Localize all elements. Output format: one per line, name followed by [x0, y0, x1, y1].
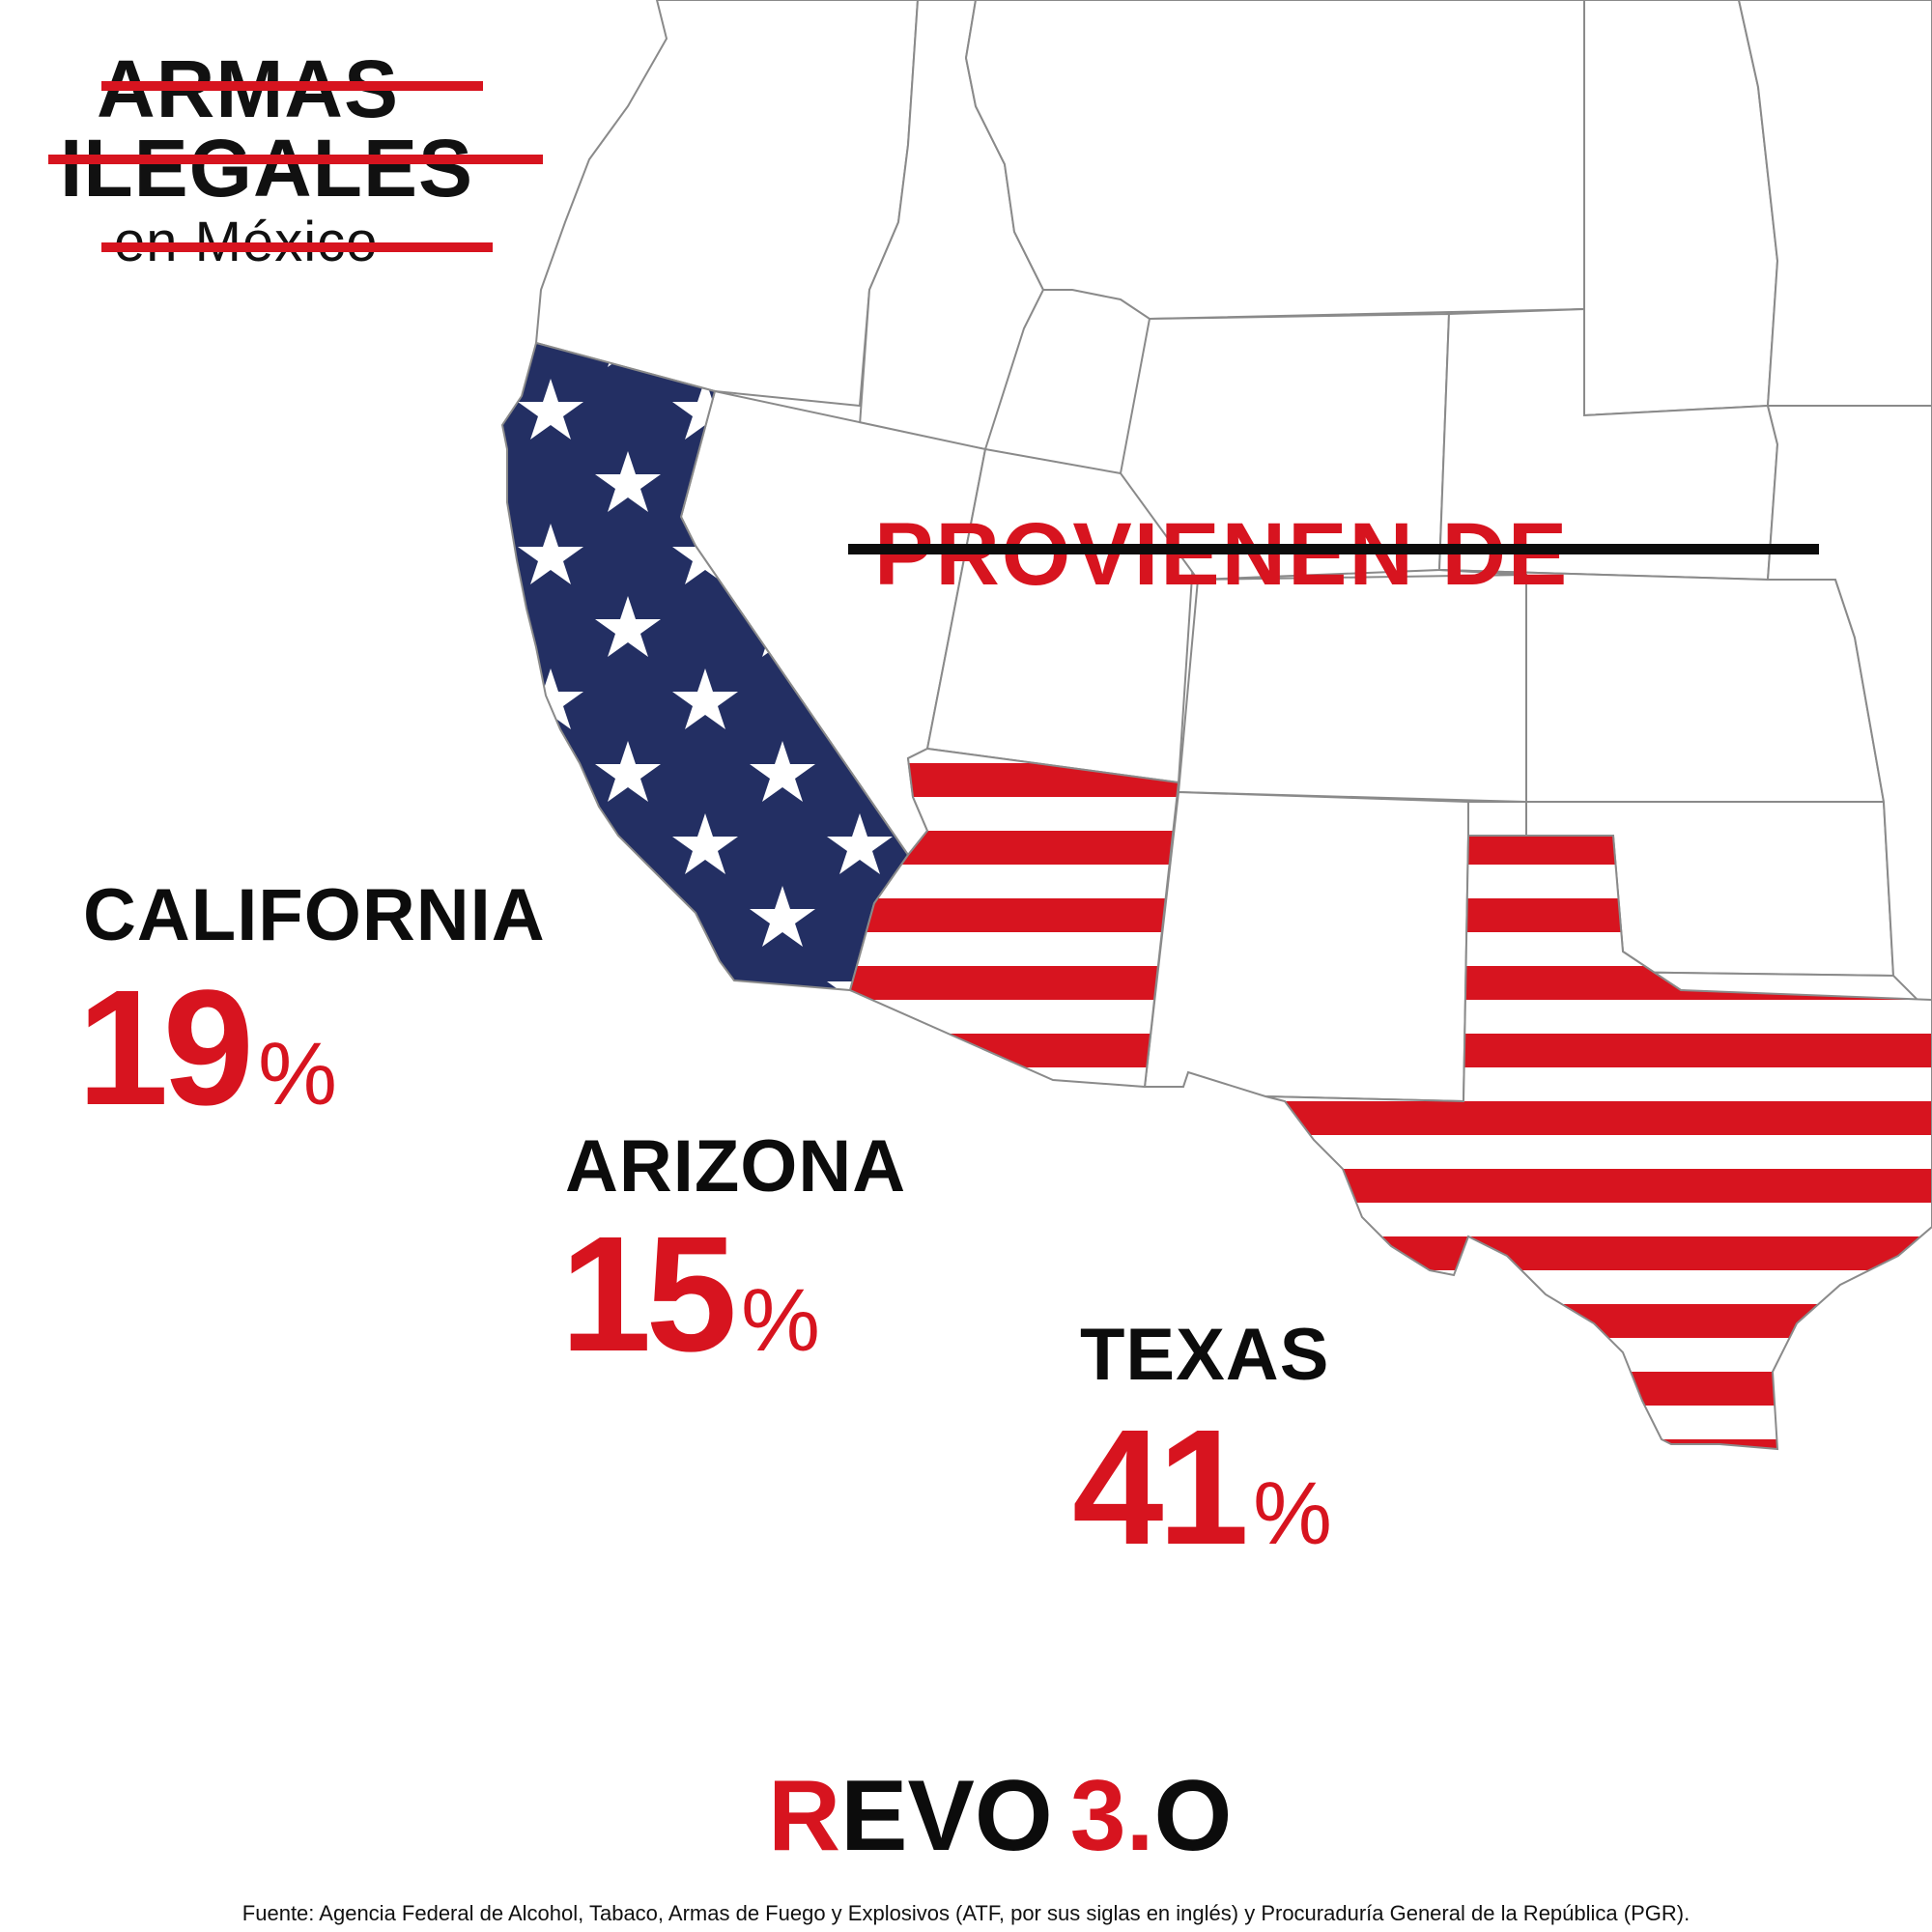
- texas-shape: [1264, 835, 1932, 1451]
- state-value-california: 19%: [77, 966, 337, 1130]
- logo-r: R: [768, 1760, 841, 1872]
- title-line-2-strike: [48, 155, 543, 164]
- logo-three: 3.: [1069, 1760, 1154, 1872]
- state-value-number: 19: [77, 956, 254, 1140]
- title-line-1-strike: [101, 81, 483, 91]
- state-value-arizona: 15%: [560, 1212, 820, 1377]
- source-note: Fuente: Agencia Federal de Alcohol, Taba…: [242, 1901, 1690, 1925]
- state-value-number: 15: [560, 1203, 737, 1386]
- revo-logo: REVO 3.O: [768, 1760, 1232, 1872]
- logo-o: O: [974, 1760, 1053, 1872]
- state-label-arizona: ARIZONA: [565, 1125, 907, 1208]
- logo-ev: EV: [840, 1760, 975, 1872]
- title-line-2: ILEGALES: [60, 123, 474, 213]
- state-label-california: CALIFORNIA: [83, 874, 546, 956]
- state-label-texas: TEXAS: [1080, 1314, 1330, 1396]
- state-value-number: 41: [1072, 1396, 1249, 1579]
- logo-o-end: O: [1153, 1760, 1233, 1872]
- california-shape: [500, 341, 910, 992]
- percent-sign: %: [741, 1271, 820, 1370]
- state-value-texas: 41%: [1072, 1406, 1332, 1570]
- percent-sign: %: [258, 1025, 337, 1123]
- percent-sign: %: [1253, 1464, 1332, 1563]
- subtitle: PROVIENEN DE: [874, 505, 1570, 604]
- title-line-3: en México: [114, 214, 378, 270]
- subtitle-strike: [848, 544, 1819, 554]
- title-line-3-strike: [101, 242, 493, 252]
- arizona-shape: [848, 747, 1180, 1089]
